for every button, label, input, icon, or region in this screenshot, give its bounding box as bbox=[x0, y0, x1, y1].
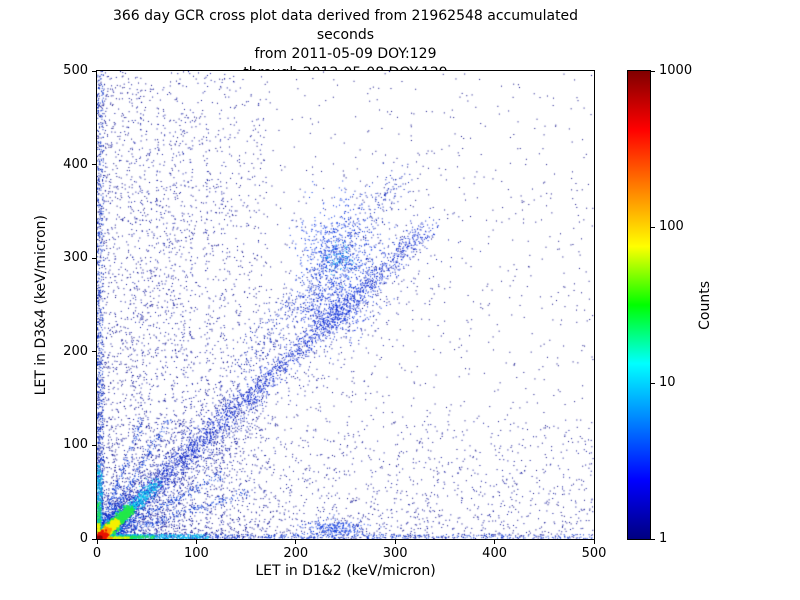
x-tick-label: 0 bbox=[92, 546, 102, 561]
colorbar-tick-label: 10 bbox=[659, 375, 676, 390]
y-axis-label: LET in D3&4 (keV/micron) bbox=[33, 214, 49, 396]
x-tick-label: 300 bbox=[382, 546, 408, 561]
colorbar-tick-label: 100 bbox=[659, 219, 684, 234]
title-line-1: 366 day GCR cross plot data derived from… bbox=[112, 8, 579, 43]
colorbar-label: Counts bbox=[697, 280, 713, 330]
x-tick-mark bbox=[96, 540, 98, 544]
x-tick-label: 400 bbox=[482, 546, 507, 561]
colorbar-tick-mark bbox=[651, 538, 655, 540]
y-tick-label: 300 bbox=[63, 250, 88, 266]
scatter-canvas bbox=[97, 71, 594, 539]
title-line-2: from 2011-05-09 DOY:129 bbox=[254, 46, 437, 62]
colorbar-tick-label: 1 bbox=[659, 531, 668, 546]
x-tick-label: 200 bbox=[283, 546, 309, 561]
y-tick-label: 400 bbox=[63, 156, 88, 172]
colorbar-tick-label: 1000 bbox=[659, 63, 693, 78]
colorbar-tick-mark bbox=[651, 70, 655, 72]
x-tick-mark bbox=[295, 540, 297, 544]
y-tick-mark bbox=[92, 538, 96, 540]
colorbar-tick-mark bbox=[651, 382, 655, 384]
plot-area bbox=[96, 70, 595, 540]
colorbar bbox=[627, 70, 651, 540]
x-tick-mark bbox=[195, 540, 197, 544]
y-tick-mark bbox=[92, 164, 96, 166]
y-tick-mark bbox=[92, 70, 96, 72]
y-tick-label: 500 bbox=[63, 63, 88, 78]
y-tick-mark bbox=[92, 351, 96, 353]
x-tick-mark bbox=[394, 540, 396, 544]
x-axis-label: LET in D1&2 (keV/micron) bbox=[255, 563, 436, 579]
y-axis-label-wrap: LET in D3&4 (keV/micron) bbox=[30, 70, 52, 540]
y-tick-mark bbox=[92, 444, 96, 446]
y-tick-label: 100 bbox=[63, 437, 88, 453]
y-tick-label: 0 bbox=[79, 531, 88, 546]
y-tick-mark bbox=[92, 257, 96, 259]
y-tick-label: 200 bbox=[63, 343, 88, 359]
x-tick-mark bbox=[494, 540, 496, 544]
colorbar-label-wrap: Counts bbox=[694, 70, 716, 540]
x-tick-label: 500 bbox=[581, 546, 607, 561]
x-tick-label: 100 bbox=[183, 546, 209, 561]
x-tick-mark bbox=[593, 540, 595, 544]
colorbar-tick-mark bbox=[651, 226, 655, 228]
